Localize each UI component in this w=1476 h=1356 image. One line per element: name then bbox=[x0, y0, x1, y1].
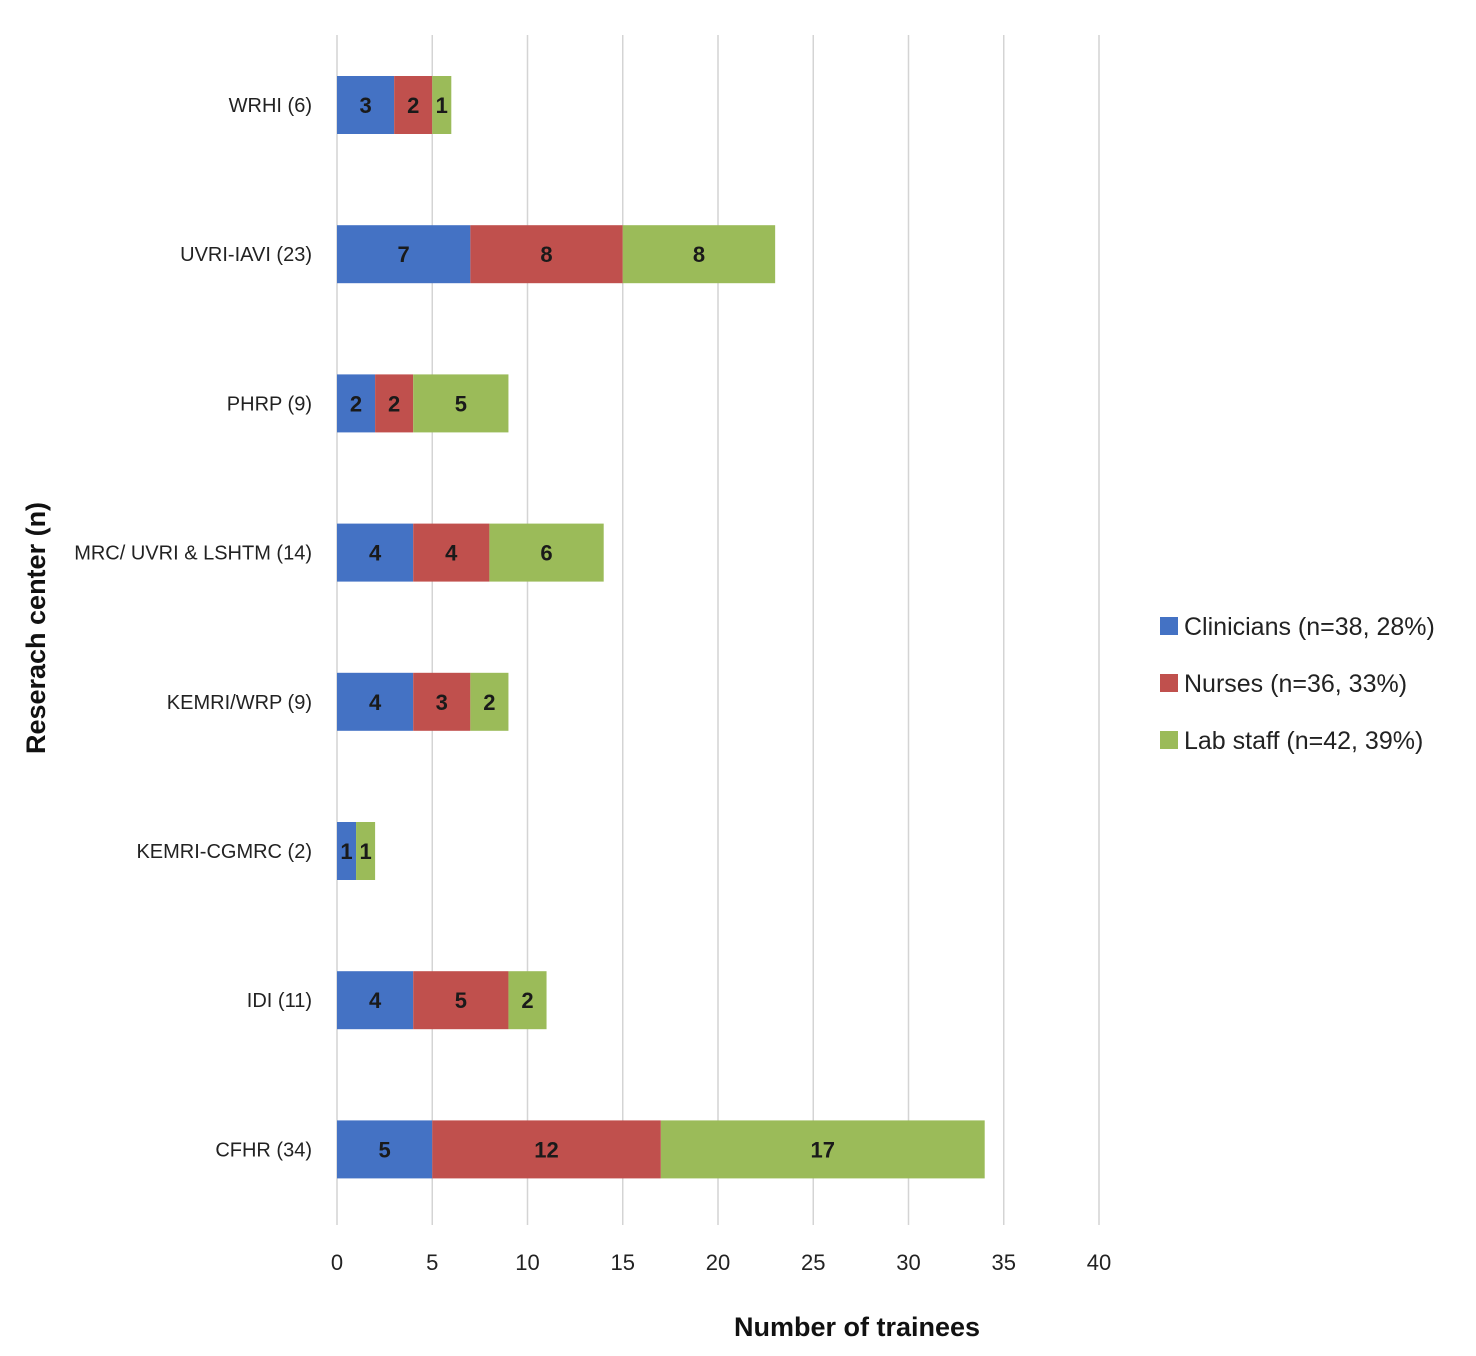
x-tick-label: 25 bbox=[801, 1250, 825, 1275]
category-label: WRHI (6) bbox=[229, 95, 312, 117]
segment-value-label: 6 bbox=[540, 541, 552, 566]
legend-swatch bbox=[1160, 617, 1178, 635]
segment-value-label: 5 bbox=[455, 391, 467, 416]
segment-value-label: 8 bbox=[693, 242, 705, 267]
segment-value-label: 1 bbox=[359, 839, 371, 864]
bars bbox=[337, 76, 985, 1179]
x-tick-label: 40 bbox=[1087, 1250, 1111, 1275]
legend-entry: Clinicians (n=38, 28%) bbox=[1184, 613, 1435, 641]
bar-segment bbox=[470, 225, 623, 284]
segment-value-label: 12 bbox=[534, 1137, 558, 1162]
x-tick-label: 0 bbox=[331, 1250, 343, 1275]
bar-segment bbox=[489, 523, 604, 582]
segment-value-label: 17 bbox=[811, 1137, 835, 1162]
bar-segment bbox=[432, 76, 452, 134]
bar-segment bbox=[337, 672, 414, 731]
bar-segment bbox=[394, 76, 433, 134]
category-label: MRC/ UVRI & LSHTM (14) bbox=[74, 543, 312, 565]
bar-segment bbox=[413, 523, 490, 582]
segment-value-label: 3 bbox=[359, 93, 371, 118]
segment-value-label: 2 bbox=[521, 988, 533, 1013]
segment-value-label: 1 bbox=[436, 93, 448, 118]
category-label: CFHR (34) bbox=[215, 1139, 312, 1161]
segment-value-label: 3 bbox=[436, 690, 448, 715]
y-axis-title: Reserach center (n) bbox=[21, 502, 51, 754]
segment-value-label: 5 bbox=[455, 988, 467, 1013]
segment-value-label: 2 bbox=[350, 391, 362, 416]
segment-value-label: 4 bbox=[445, 541, 458, 566]
segment-value-label: 5 bbox=[379, 1137, 391, 1162]
bar-segment bbox=[337, 225, 471, 284]
category-label: KEMRI-CGMRC (2) bbox=[136, 841, 312, 863]
bar-segment bbox=[432, 1120, 661, 1179]
x-tick-labels: 0 5 10 15 20 25 30 35 40 bbox=[331, 1250, 1111, 1275]
legend-swatch bbox=[1160, 731, 1178, 749]
bar-segment bbox=[508, 971, 547, 1030]
segment-value-label: 8 bbox=[540, 242, 552, 267]
bar-segment bbox=[337, 374, 376, 433]
x-axis-title: Number of trainees bbox=[734, 1312, 980, 1342]
bar-segment bbox=[337, 822, 357, 880]
x-tick-label: 10 bbox=[515, 1250, 539, 1275]
x-tick-label: 30 bbox=[896, 1250, 920, 1275]
segment-value-label: 4 bbox=[369, 690, 382, 715]
legend: Clinicians (n=38, 28%) Nurses (n=36, 33%)… bbox=[1160, 613, 1435, 755]
category-labels: WRHI (6) UVRI-IAVI (23) PHRP (9) MRC/ UVRI … bbox=[74, 95, 312, 1161]
bar-segment bbox=[622, 225, 776, 284]
category-label: IDI (11) bbox=[247, 990, 312, 1012]
bar-segment bbox=[337, 76, 395, 134]
bar-segment bbox=[470, 672, 509, 731]
segment-value-label: 7 bbox=[398, 242, 410, 267]
segment-value-label: 4 bbox=[369, 988, 382, 1013]
segment-value-label: 4 bbox=[369, 541, 382, 566]
category-label: PHRP (9) bbox=[227, 393, 312, 415]
legend-swatch bbox=[1160, 674, 1178, 692]
category-label: UVRI-IAVI (23) bbox=[180, 244, 312, 266]
bar-segment bbox=[337, 1120, 433, 1179]
segment-value-label: 2 bbox=[407, 93, 419, 118]
bar-segment bbox=[413, 971, 509, 1030]
bar-segment bbox=[375, 374, 414, 433]
segment-value-label: 1 bbox=[340, 839, 352, 864]
bar-segment bbox=[337, 523, 414, 582]
bar-segment bbox=[413, 374, 509, 433]
segment-labels: 3 2 17 8 82 2 54 4 64 3 21 14 5 25 12 17 bbox=[340, 93, 835, 1162]
x-tick-label: 20 bbox=[706, 1250, 730, 1275]
bar-segment bbox=[356, 822, 376, 880]
x-tick-label: 5 bbox=[426, 1250, 438, 1275]
segment-value-label: 2 bbox=[388, 391, 400, 416]
legend-entry: Nurses (n=36, 33%) bbox=[1184, 670, 1407, 698]
segment-value-label: 2 bbox=[483, 690, 495, 715]
bar-segment bbox=[337, 971, 414, 1030]
x-tick-label: 15 bbox=[611, 1250, 635, 1275]
gridlines bbox=[336, 35, 1100, 1225]
bar-segment bbox=[413, 672, 471, 731]
bar-segment bbox=[660, 1120, 985, 1179]
x-tick-label: 35 bbox=[992, 1250, 1016, 1275]
category-label: KEMRI/WRP (9) bbox=[167, 692, 312, 714]
legend-entry: Lab staff (n=42, 39%) bbox=[1184, 727, 1423, 755]
